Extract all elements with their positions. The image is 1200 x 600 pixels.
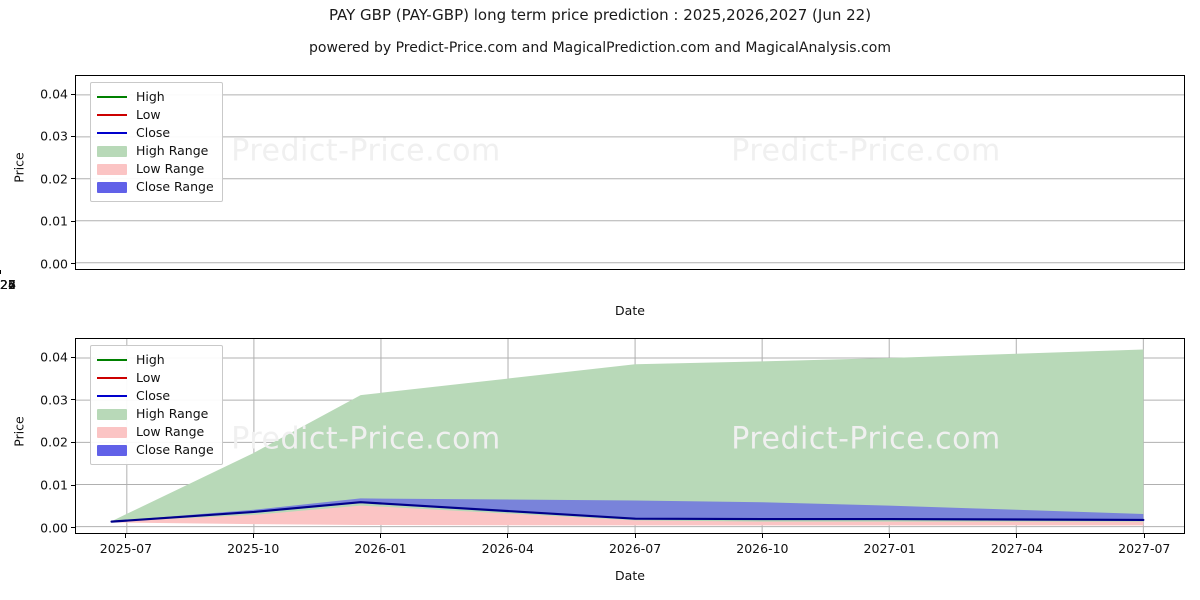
x-tick-label: 2027 [0, 277, 16, 292]
legend-swatch-patch-icon [97, 163, 127, 175]
y-tick-label: 0.03 [40, 392, 68, 408]
page-subtitle: powered by Predict-Price.com and Magical… [309, 40, 891, 56]
band-low-range [111, 505, 1144, 526]
page-title: PAY GBP (PAY-GBP) long term price predic… [328, 6, 872, 24]
y-tick-mark [71, 399, 75, 401]
legend-item-low-range[interactable]: Low Range [97, 423, 214, 441]
y-tick-mark [71, 220, 75, 222]
x-tick-mark [1143, 534, 1145, 538]
legend-label: Low Range [136, 423, 205, 439]
series-line-close [110, 501, 1145, 523]
y-tick-mark [71, 356, 75, 358]
x-tick-mark [380, 534, 381, 538]
y-axis-label-bottom: Price [11, 416, 27, 447]
legend-label: Close Range [136, 178, 214, 194]
band-high-range [111, 349, 1144, 524]
x-tick-label: 2025-07 [99, 541, 153, 556]
legend-item-close-range[interactable]: Close Range [97, 441, 214, 459]
legend-item-high[interactable]: High [97, 351, 214, 369]
y-tick-label: 0.01 [40, 477, 68, 493]
legend-label: High Range [136, 405, 209, 421]
bottom-plot-canvas [76, 339, 1184, 533]
legend-label: Close [136, 124, 171, 140]
x-tick-label: 2025-10 [227, 541, 280, 556]
x-tick-label: 2023 [0, 277, 16, 292]
x-tick-label: 2026-04 [481, 541, 534, 556]
price-history-forecast-chart: Predict-Price.com Predict-Price.com High… [75, 75, 1185, 270]
y-tick-label: 0.00 [40, 256, 68, 272]
x-tick-label: 2024 [0, 277, 16, 292]
x-axis-label-bottom: Date [615, 568, 645, 583]
x-tick-label: 2026-01 [354, 541, 407, 556]
band-close-range [111, 498, 1144, 523]
y-tick-mark [71, 263, 75, 265]
legend-item-low[interactable]: Low [97, 369, 214, 387]
chart-legend-bottom: High Low Close High Range Low Range Close Ran… [90, 345, 223, 465]
y-tick-mark [71, 135, 75, 137]
legend-swatch-line-icon [97, 109, 127, 121]
x-tick-label: 2026-07 [608, 541, 662, 556]
legend-label: Close [136, 387, 171, 403]
y-tick-label: 0.02 [40, 434, 68, 450]
legend-item-high-range[interactable]: High Range [97, 405, 214, 423]
chart-legend-top: High Low Close High Range Low Range Close Ran… [90, 82, 223, 202]
legend-item-high[interactable]: High [97, 88, 214, 106]
x-tick-mark [125, 534, 127, 538]
legend-label: High Range [136, 142, 209, 158]
legend-swatch-line-icon [97, 390, 127, 402]
y-tick-mark [71, 93, 75, 95]
y-tick-label: 0.04 [40, 349, 68, 365]
x-tick-label: 2025 [0, 277, 16, 292]
y-tick-mark [71, 178, 75, 180]
y-tick-label: 0.02 [40, 171, 68, 187]
x-tick-label: 2022 [0, 277, 16, 292]
legend-item-close-range[interactable]: Close Range [97, 178, 214, 196]
y-axis-label-top: Price [11, 152, 27, 183]
x-tick-mark [889, 534, 891, 538]
x-tick-mark [507, 534, 509, 538]
legend-item-close[interactable]: Close [97, 387, 214, 405]
legend-label: Low [136, 369, 161, 385]
legend-item-close[interactable]: Close [97, 124, 214, 142]
legend-swatch-patch-icon [97, 408, 127, 420]
x-tick-mark [1016, 534, 1018, 538]
x-tick-mark [252, 534, 254, 538]
x-tick-mark [761, 534, 763, 538]
forecast-detail-chart: Predict-Price.com Predict-Price.com High… [75, 338, 1185, 534]
y-tick-mark [71, 484, 75, 486]
x-axis-label-top: Date [615, 303, 645, 318]
legend-swatch-patch-icon [97, 426, 127, 438]
x-tick-mark [634, 534, 636, 538]
top-plot-canvas [76, 94, 1184, 264]
y-tick-label: 0.03 [40, 128, 68, 144]
legend-swatch-patch-icon [97, 444, 127, 456]
x-tick-label: 2027-04 [990, 541, 1044, 556]
y-tick-label: 0.01 [40, 213, 68, 229]
legend-swatch-patch-icon [97, 181, 127, 193]
legend-item-low[interactable]: Low [97, 106, 214, 124]
legend-label: High [136, 88, 165, 104]
legend-item-high-range[interactable]: High Range [97, 142, 214, 160]
legend-label: Close Range [136, 441, 214, 457]
y-tick-mark [71, 527, 75, 529]
y-tick-mark [71, 441, 75, 443]
x-tick-label: 2026 [0, 277, 16, 292]
x-tick-label: 2027-07 [1118, 541, 1171, 556]
x-tick-label: 2027-01 [863, 541, 916, 556]
x-tick-label: 2026-10 [736, 541, 789, 556]
legend-swatch-line-icon [97, 127, 127, 139]
y-tick-label: 0.04 [40, 86, 68, 102]
legend-swatch-line-icon [97, 354, 127, 366]
legend-label: Low [136, 106, 161, 122]
legend-label: Low Range [136, 160, 205, 176]
legend-swatch-line-icon [97, 372, 127, 384]
legend-swatch-patch-icon [97, 145, 127, 157]
y-tick-label: 0.00 [40, 520, 68, 536]
x-tick-mark [0, 270, 1, 274]
legend-label: High [136, 351, 165, 367]
legend-item-low-range[interactable]: Low Range [97, 160, 214, 178]
legend-swatch-line-icon [97, 91, 127, 103]
